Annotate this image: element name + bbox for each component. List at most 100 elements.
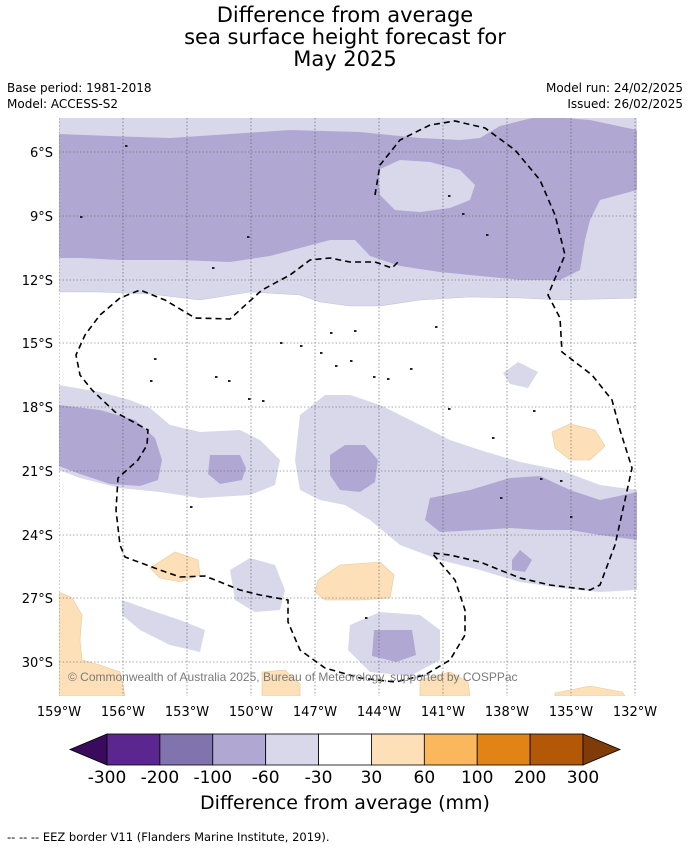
- map-area: [59, 118, 637, 696]
- colorbar-tick-label: 100: [461, 768, 493, 788]
- colorbar-segment: [159, 733, 214, 766]
- island-mark: [247, 236, 250, 238]
- anomaly-neg-mid-north: [59, 118, 637, 280]
- copyright-notice: © Commonwealth of Australia 2025, Bureau…: [68, 670, 518, 684]
- island-mark: [280, 342, 283, 344]
- anomaly-notch: [378, 160, 475, 212]
- island-mark: [330, 332, 333, 334]
- lon-label: 156°W: [101, 705, 145, 720]
- longitude-labels: 159°W 156°W 153°W 150°W 147°W 144°W 141°W 138°W…: [37, 705, 657, 720]
- anomaly-neg-mid-east-2: [512, 550, 532, 572]
- island-mark: [365, 617, 368, 619]
- colorbar-tick-label: -200: [141, 768, 180, 788]
- island-mark: [486, 234, 489, 236]
- island-mark: [492, 437, 495, 439]
- model-name: Model: ACCESS-S2: [7, 97, 119, 111]
- colorbar-tick-label: -60: [252, 768, 280, 788]
- lat-label: 30°S: [22, 656, 53, 671]
- colorbar-segment: [265, 733, 319, 766]
- anomaly-neg-light-south-2: [122, 600, 205, 652]
- island-mark: [435, 326, 438, 328]
- colorbar-tick-label: 60: [414, 768, 436, 788]
- island-mark: [320, 352, 323, 354]
- lat-label: 24°S: [22, 529, 53, 544]
- anomaly-pos-7: [554, 685, 626, 696]
- lon-label: 150°W: [229, 705, 273, 720]
- island-mark: [215, 376, 218, 378]
- anomaly-pos-6: [419, 671, 471, 696]
- colorbar-extend-high: [582, 733, 622, 766]
- colorbar-extend-low: [68, 733, 108, 766]
- colorbar-tick-label: 200: [514, 768, 546, 788]
- lon-label: 132°W: [613, 705, 657, 720]
- base-period: Base period: 1981-2018: [7, 81, 152, 95]
- colorbar-segment: [371, 733, 425, 766]
- lat-label: 27°S: [22, 592, 53, 607]
- island-mark: [354, 330, 357, 332]
- anomaly-neg-mid-west-2: [208, 455, 246, 484]
- island-mark: [540, 478, 543, 480]
- chart-title: Difference from average sea surface heig…: [0, 4, 690, 70]
- meta-left: Base period: 1981-2018 Model: ACCESS-S2: [7, 80, 152, 112]
- colorbar-tick-labels: -300 -200 -100 -60 -30 30 60 100 200 300: [88, 768, 600, 788]
- anomaly-neg-mid-central: [330, 445, 378, 492]
- colorbar-tick-label: -100: [193, 768, 232, 788]
- lat-label: 21°S: [22, 465, 53, 480]
- island-mark: [462, 213, 465, 215]
- lat-label: 12°S: [22, 274, 53, 289]
- eez-legend-note: -- -- -- EEZ border V11 (Flanders Marine…: [7, 830, 330, 844]
- lon-label: 144°W: [357, 705, 401, 720]
- colorbar-segment: [106, 733, 161, 766]
- island-mark: [262, 400, 265, 402]
- anomaly-pos-5: [261, 669, 301, 696]
- island-mark: [150, 380, 153, 382]
- island-mark: [125, 145, 128, 147]
- island-mark: [448, 408, 451, 410]
- colorbar: [68, 733, 622, 766]
- island-mark: [154, 358, 157, 360]
- lon-label: 153°W: [165, 705, 209, 720]
- title-line-1: Difference from average: [216, 3, 474, 27]
- anomaly-neg-mid-west: [59, 405, 162, 486]
- island-mark: [410, 368, 413, 370]
- island-mark: [387, 378, 390, 380]
- lon-label: 159°W: [37, 705, 81, 720]
- title-line-2: sea surface height forecast for: [184, 25, 506, 49]
- island-mark: [570, 516, 573, 518]
- lat-label: 15°S: [22, 337, 53, 352]
- anomaly-pos-3: [314, 561, 395, 601]
- colorbar-label: Difference from average (mm): [200, 792, 490, 814]
- anomaly-pos-4: [59, 591, 126, 696]
- island-mark: [335, 365, 338, 367]
- lat-label: 6°S: [30, 146, 53, 161]
- colorbar-tick-label: -30: [305, 768, 333, 788]
- anomaly-neg-light-south-1: [230, 558, 285, 612]
- anomaly-neg-light-islet: [503, 362, 538, 388]
- latitude-labels: 6°S 9°S 12°S 15°S 18°S 21°S 24°S 27°S 30°S: [22, 146, 53, 671]
- anomaly-neg-mid-south: [372, 630, 416, 662]
- title-line-3: May 2025: [293, 47, 397, 71]
- colorbar-segment: [529, 733, 584, 766]
- island-mark: [190, 506, 193, 508]
- model-run: Model run: 24/02/2025: [545, 81, 683, 95]
- contour-lines: [59, 291, 637, 307]
- island-mark: [448, 195, 451, 197]
- island-mark: [373, 376, 376, 378]
- lon-label: 135°W: [549, 705, 593, 720]
- lon-label: 138°W: [485, 705, 529, 720]
- island-mark: [300, 345, 303, 347]
- anomaly-pos-2: [149, 551, 201, 583]
- colorbar-segment: [212, 733, 267, 766]
- colorbar-segment: [423, 733, 478, 766]
- lat-label: 18°S: [22, 401, 53, 416]
- lon-label: 141°W: [421, 705, 465, 720]
- island-mark: [228, 380, 231, 382]
- island-mark: [500, 497, 503, 499]
- colorbar-tick-label: 30: [361, 768, 383, 788]
- island-mark: [80, 216, 83, 218]
- colorbar-segment: [318, 733, 372, 766]
- anomaly-pos-1: [551, 423, 606, 461]
- lon-label: 147°W: [293, 705, 337, 720]
- island-mark: [212, 267, 215, 269]
